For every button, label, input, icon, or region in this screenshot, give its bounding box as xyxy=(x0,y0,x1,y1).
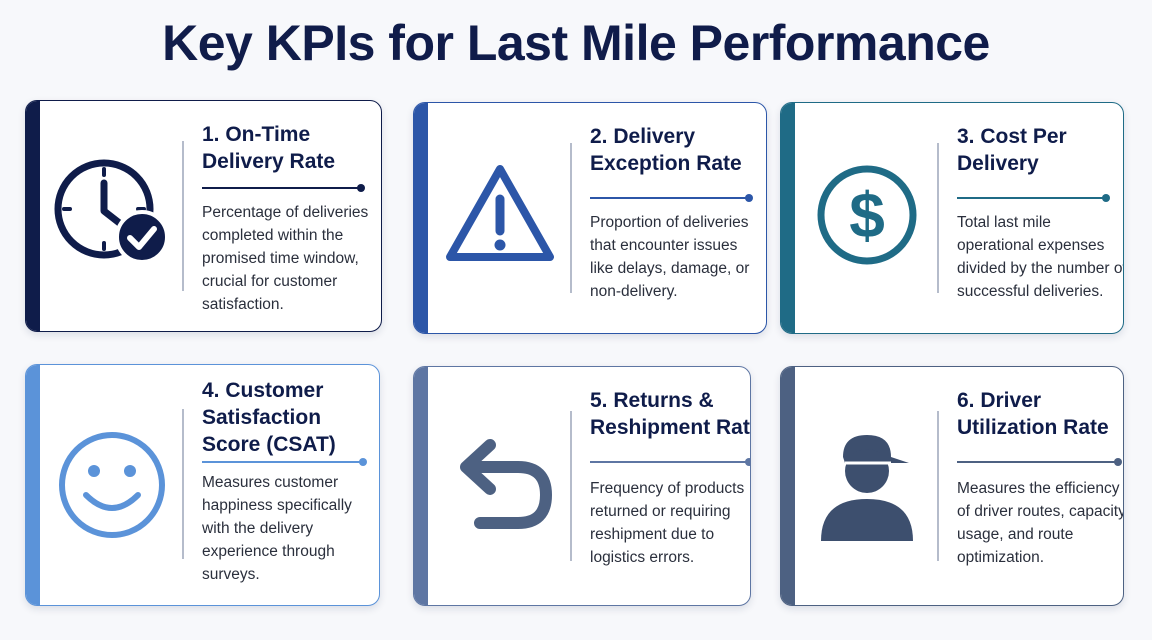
card-accent-bar xyxy=(414,367,428,605)
driver-person-icon xyxy=(805,423,929,547)
kpi-card-returns-reshipment: 5. Returns & Reshipment Rate Frequency o… xyxy=(413,366,751,606)
card-description: Measures customer happiness specifically… xyxy=(202,474,352,583)
heading-underline xyxy=(202,184,365,192)
card-heading: 1. On-Time Delivery Rate xyxy=(202,123,336,173)
smiley-face-icon xyxy=(50,423,174,547)
card-description: Frequency of products returned or requir… xyxy=(590,480,745,566)
kpi-card-cost-per-delivery: $ 3. Cost Per Delivery Total last mile o… xyxy=(780,102,1124,334)
heading-underline xyxy=(957,194,1110,202)
divider-line xyxy=(570,411,572,561)
heading-underline xyxy=(202,458,367,466)
card-accent-bar xyxy=(781,367,795,605)
clock-check-icon xyxy=(50,151,174,275)
divider-line xyxy=(937,411,939,561)
card-heading: 6. Driver Utilization Rate xyxy=(957,389,1109,439)
svg-text:$: $ xyxy=(849,179,885,251)
card-description: Proportion of deliveries that encounter … xyxy=(590,214,750,300)
return-arrow-icon xyxy=(438,423,562,547)
divider-line xyxy=(937,143,939,293)
card-description: Total last mile operational expenses div… xyxy=(957,214,1124,300)
page-title: Key KPIs for Last Mile Performance xyxy=(162,15,990,71)
dollar-circle-icon: $ xyxy=(805,153,929,277)
card-heading: 2. Delivery Exception Rate xyxy=(590,125,742,175)
card-heading: 3. Cost Per Delivery xyxy=(957,125,1067,175)
card-accent-bar xyxy=(781,103,795,333)
heading-underline xyxy=(590,458,750,466)
heading-underline xyxy=(957,458,1122,466)
divider-line xyxy=(570,143,572,293)
divider-line xyxy=(182,409,184,559)
heading-underline xyxy=(590,194,753,202)
kpi-card-csat: 4. Customer Satisfaction Score (CSAT) Me… xyxy=(25,364,380,606)
card-description: Measures the efficiency of driver routes… xyxy=(957,480,1124,566)
kpi-card-on-time-delivery: 1. On-Time Delivery Rate Percentage of d… xyxy=(25,100,382,332)
kpi-card-delivery-exception: 2. Delivery Exception Rate Proportion of… xyxy=(413,102,767,334)
card-accent-bar xyxy=(26,101,40,331)
card-heading: 5. Returns & Reshipment Rate xyxy=(590,389,751,439)
card-heading: 4. Customer Satisfaction Score (CSAT) xyxy=(202,379,336,456)
card-description: Percentage of deliveries completed withi… xyxy=(202,204,369,313)
warning-triangle-icon xyxy=(438,153,562,277)
divider-line xyxy=(182,141,184,291)
card-accent-bar xyxy=(414,103,428,333)
card-accent-bar xyxy=(26,365,40,605)
kpi-card-driver-utilization: 6. Driver Utilization Rate Measures the … xyxy=(780,366,1124,606)
